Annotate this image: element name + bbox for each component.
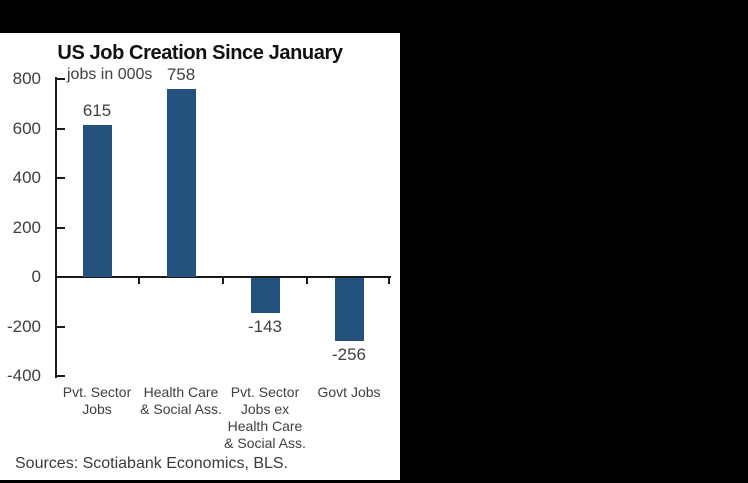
y-axis-tick <box>57 226 65 229</box>
category-label: Health Care & Social Ass. <box>135 384 227 418</box>
x-axis-tick <box>222 278 224 284</box>
y-axis-tick-label: 800 <box>12 69 41 88</box>
x-axis-tick <box>138 278 140 284</box>
y-axis-tick-label: -400 <box>6 366 41 385</box>
category-label-line: Govt Jobs <box>317 384 381 400</box>
y-axis-tick-label: 200 <box>12 217 41 237</box>
bar-value-label: -143 <box>247 317 283 337</box>
y-axis-tick-label: 0 <box>31 267 41 286</box>
bar-govt-jobs <box>334 278 364 342</box>
category-label-line: Jobs ex <box>240 401 290 417</box>
chart-panel: US Job Creation Since January jobs in 00… <box>0 33 400 483</box>
x-axis-tick <box>388 278 390 284</box>
category-label-line: Jobs <box>82 401 112 417</box>
y-axis-tick <box>57 325 65 328</box>
bar-pvt-sector-jobs <box>82 124 112 277</box>
bar-value-label: 615 <box>82 100 112 120</box>
chart-title: US Job Creation Since January <box>57 42 343 64</box>
bar-value-label: 758 <box>166 65 196 85</box>
x-axis-tick <box>306 278 308 284</box>
category-label: Pvt. Sector Jobs ex Health Care & Social As… <box>219 384 311 452</box>
y-axis-tick-label: -200 <box>6 316 41 336</box>
axis-units-label: jobs in 000s <box>67 66 153 83</box>
top-black-bar <box>0 0 748 33</box>
category-label-line: Pvt. Sector <box>62 384 132 400</box>
plot-area: 800 600 400 200 0 -200 -400 615 Pvt. Sector Jobs 7… <box>0 33 400 483</box>
y-axis-line <box>55 77 57 378</box>
y-axis-tick-label: 400 <box>12 168 41 187</box>
category-label: Pvt. Sector Jobs <box>51 384 143 418</box>
y-axis-tick <box>57 127 65 130</box>
y-axis-tick <box>57 177 65 179</box>
category-label-line: Pvt. Sector <box>230 384 300 400</box>
y-axis-tick-label: 600 <box>12 118 41 138</box>
bar-health-care-social-ass <box>166 89 196 277</box>
y-axis-tick <box>57 375 65 377</box>
y-axis-tick <box>57 78 65 80</box>
category-label: Govt Jobs <box>303 384 395 401</box>
bar-pvt-sector-jobs-ex-health-care-social-ass <box>250 278 280 314</box>
category-label-line: Health Care <box>143 384 219 400</box>
category-label-line: & Social Ass. <box>140 401 222 417</box>
right-black-region <box>400 33 748 483</box>
category-label-line: & Social Ass. <box>224 435 306 451</box>
bar-value-label: -256 <box>331 345 367 365</box>
source-note: Sources: Scotiabank Economics, BLS. <box>15 455 289 472</box>
x-axis-line <box>55 276 391 278</box>
category-label-line: Health Care <box>227 418 303 434</box>
